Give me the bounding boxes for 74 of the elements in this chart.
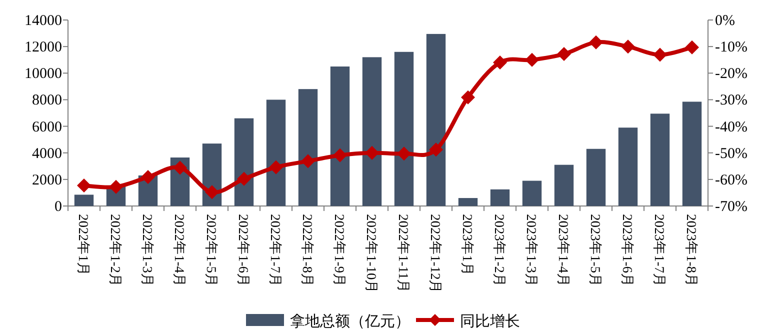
point <box>173 160 187 175</box>
x-tick-label: 2023年1-2月 <box>492 214 507 287</box>
bar <box>330 66 350 206</box>
y-tick-label: 2000 <box>32 172 62 188</box>
x-tick-label: 2023年1-8月 <box>684 214 699 287</box>
bar <box>74 194 94 206</box>
y-tick-label: 0 <box>54 199 62 215</box>
bar <box>426 34 446 206</box>
bar <box>650 114 670 206</box>
point <box>621 40 635 54</box>
point <box>109 180 123 194</box>
x-tick-label: 2022年1-5月 <box>204 214 219 287</box>
x-tick-label: 2022年1月 <box>76 214 91 276</box>
y2-tick-label: 0% <box>715 13 735 29</box>
y2-tick-label: -10% <box>715 40 748 56</box>
bar <box>490 189 510 206</box>
point <box>333 148 347 162</box>
bar <box>554 164 574 206</box>
bar <box>298 89 318 206</box>
x-tick-label: 2022年1-3月 <box>140 214 155 287</box>
point <box>205 185 219 200</box>
bar <box>266 100 286 206</box>
point <box>269 160 283 174</box>
y-tick-label: 6000 <box>32 119 62 136</box>
bar <box>458 198 478 206</box>
point <box>141 170 155 184</box>
x-tick-label: 2023年1-3月 <box>524 214 539 287</box>
point <box>525 52 539 67</box>
bar <box>522 180 542 206</box>
point <box>397 146 411 161</box>
bar <box>682 102 702 206</box>
x-tick-label: 2023年1-6月 <box>620 214 635 287</box>
point <box>589 35 603 50</box>
x-tick-label: 2022年1-4月 <box>172 214 187 287</box>
x-tick-label: 2022年1-12月 <box>428 214 443 294</box>
y2-tick-label: -40% <box>715 119 748 136</box>
y-tick-label: 14000 <box>24 13 62 29</box>
point <box>685 40 699 54</box>
x-tick-label: 2022年1-7月 <box>268 214 283 287</box>
bar <box>234 118 254 206</box>
bar <box>586 148 606 206</box>
y-tick-label: 12000 <box>24 40 62 56</box>
y2-tick-label: -50% <box>715 146 748 162</box>
point <box>237 172 251 186</box>
point <box>365 146 379 160</box>
x-tick-label: 2022年1-8月 <box>300 214 315 287</box>
y2-tick-label: -20% <box>715 66 748 82</box>
y2-tick-label: -60% <box>715 172 748 188</box>
x-tick-label: 2022年1-9月 <box>332 214 347 287</box>
bar <box>362 57 382 206</box>
y-tick-label: 10000 <box>24 66 62 82</box>
bar <box>394 52 414 206</box>
point <box>653 48 667 62</box>
y2-tick-label: -30% <box>715 92 748 109</box>
bar <box>618 128 638 206</box>
y2-tick-label: -70% <box>715 199 748 215</box>
x-tick-label: 2022年1-10月 <box>364 214 379 294</box>
point <box>429 142 443 157</box>
x-tick-label: 2023年1-5月 <box>588 214 603 287</box>
point <box>301 154 315 168</box>
x-tick-label: 2022年1-2月 <box>108 214 123 287</box>
legend-label: 拿地总额（亿元） <box>290 313 410 330</box>
x-tick-label: 2022年1-11月 <box>396 214 411 294</box>
x-tick-label: 2022年1-6月 <box>236 214 251 287</box>
y-tick-label: 8000 <box>32 92 62 109</box>
x-tick-label: 2023年1月 <box>460 214 475 276</box>
y-tick-label: 4000 <box>32 146 62 162</box>
legend-label: 同比增长 <box>460 313 520 330</box>
x-tick-label: 2023年1-4月 <box>556 214 571 287</box>
point <box>77 178 91 193</box>
point <box>493 56 507 70</box>
x-tick-label: 2023年1-7月 <box>652 214 667 287</box>
point <box>461 90 475 104</box>
point <box>557 47 571 62</box>
